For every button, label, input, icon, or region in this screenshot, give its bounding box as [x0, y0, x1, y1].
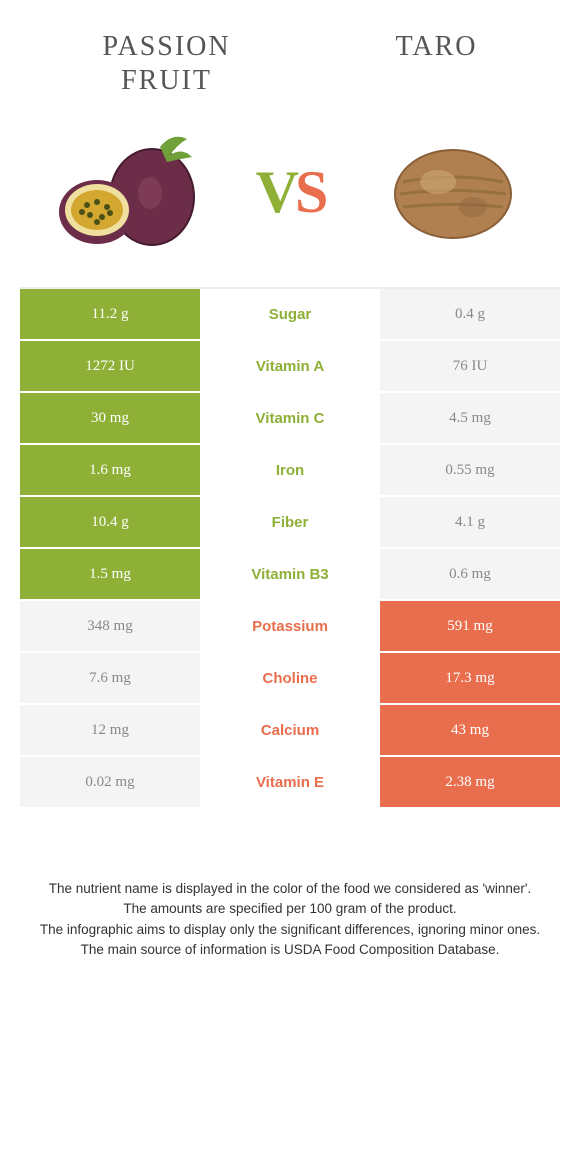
right-value: 4.5 mg [380, 393, 560, 443]
right-value: 2.38 mg [380, 757, 560, 807]
table-row: 7.6 mgCholine17.3 mg [20, 653, 560, 705]
table-row: 10.4 gFiber4.1 g [20, 497, 560, 549]
table-row: 12 mgCalcium43 mg [20, 705, 560, 757]
header-titles: PASSION FRUIT TARO [0, 0, 580, 107]
table-row: 30 mgVitamin C4.5 mg [20, 393, 560, 445]
right-value: 0.55 mg [380, 445, 560, 495]
food2-title: TARO [396, 30, 478, 97]
images-row: VS [0, 107, 580, 287]
vs-v: V [256, 158, 295, 227]
footer-notes: The nutrient name is displayed in the co… [0, 879, 580, 960]
right-value: 0.6 mg [380, 549, 560, 599]
right-value: 76 IU [380, 341, 560, 391]
left-value: 30 mg [20, 393, 200, 443]
footer-line-2: The amounts are specified per 100 gram o… [35, 899, 545, 919]
right-value: 43 mg [380, 705, 560, 755]
passion-fruit-icon [42, 127, 212, 257]
left-value: 1.6 mg [20, 445, 200, 495]
nutrient-label: Vitamin E [200, 757, 380, 807]
table-row: 11.2 gSugar0.4 g [20, 289, 560, 341]
nutrient-label: Sugar [200, 289, 380, 339]
left-value: 1272 IU [20, 341, 200, 391]
right-value: 4.1 g [380, 497, 560, 547]
food1-title: PASSION FRUIT [102, 30, 230, 97]
nutrient-label: Iron [200, 445, 380, 495]
nutrient-label: Choline [200, 653, 380, 703]
table-row: 0.02 mgVitamin E2.38 mg [20, 757, 560, 809]
comparison-table: 11.2 gSugar0.4 g1272 IUVitamin A76 IU30 … [20, 287, 560, 809]
nutrient-label: Vitamin B3 [200, 549, 380, 599]
table-row: 1.6 mgIron0.55 mg [20, 445, 560, 497]
right-value: 0.4 g [380, 289, 560, 339]
vs-s: S [295, 158, 324, 227]
food1-image [42, 127, 212, 257]
food2-image [368, 127, 538, 257]
left-value: 7.6 mg [20, 653, 200, 703]
left-value: 348 mg [20, 601, 200, 651]
left-value: 12 mg [20, 705, 200, 755]
vs-label: VS [256, 158, 325, 227]
table-row: 1272 IUVitamin A76 IU [20, 341, 560, 393]
left-value: 1.5 mg [20, 549, 200, 599]
right-value: 17.3 mg [380, 653, 560, 703]
footer-line-4: The main source of information is USDA F… [35, 940, 545, 960]
left-value: 10.4 g [20, 497, 200, 547]
taro-icon [378, 132, 528, 252]
nutrient-label: Calcium [200, 705, 380, 755]
footer-line-1: The nutrient name is displayed in the co… [35, 879, 545, 899]
nutrient-label: Vitamin C [200, 393, 380, 443]
left-value: 0.02 mg [20, 757, 200, 807]
left-value: 11.2 g [20, 289, 200, 339]
table-row: 348 mgPotassium591 mg [20, 601, 560, 653]
footer-line-3: The infographic aims to display only the… [35, 920, 545, 940]
right-value: 591 mg [380, 601, 560, 651]
nutrient-label: Vitamin A [200, 341, 380, 391]
nutrient-label: Fiber [200, 497, 380, 547]
table-row: 1.5 mgVitamin B30.6 mg [20, 549, 560, 601]
nutrient-label: Potassium [200, 601, 380, 651]
